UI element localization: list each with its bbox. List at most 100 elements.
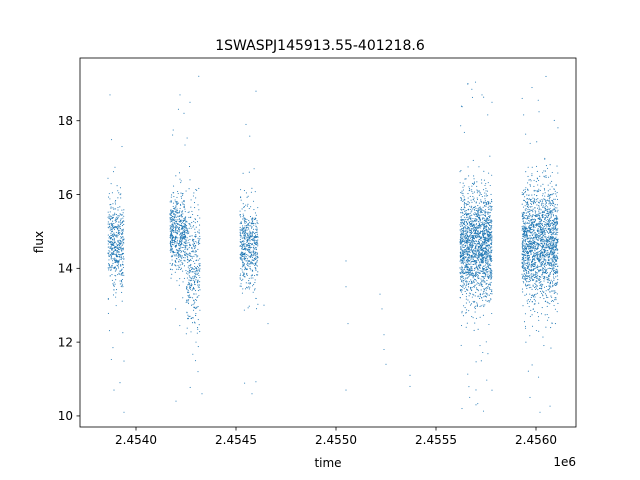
data-point	[183, 236, 185, 238]
data-point	[459, 171, 461, 173]
data-point	[119, 232, 121, 234]
data-point	[475, 273, 477, 275]
data-point	[484, 192, 486, 194]
data-point	[482, 248, 485, 250]
data-point	[475, 272, 477, 274]
data-point	[116, 227, 118, 229]
data-point	[537, 227, 539, 229]
data-point	[460, 242, 463, 244]
data-point	[552, 255, 554, 257]
data-point	[461, 222, 463, 224]
data-point	[115, 246, 117, 248]
data-point	[256, 222, 258, 224]
data-point	[120, 193, 122, 195]
data-point	[479, 220, 481, 222]
data-point	[488, 252, 491, 254]
data-point	[251, 246, 253, 248]
data-point	[556, 269, 558, 271]
data-point	[254, 191, 256, 193]
data-point	[117, 252, 119, 254]
data-point	[470, 215, 472, 217]
data-point	[467, 246, 469, 248]
data-point	[528, 211, 530, 213]
data-point	[557, 218, 559, 220]
data-point	[256, 274, 258, 276]
data-point	[521, 243, 523, 245]
data-point	[197, 248, 199, 250]
data-point	[121, 268, 123, 270]
data-point	[256, 259, 258, 261]
data-point	[525, 237, 527, 239]
data-point	[118, 215, 120, 217]
data-point	[245, 256, 247, 258]
data-point	[477, 403, 479, 405]
data-point	[120, 241, 122, 243]
data-point	[257, 236, 259, 238]
data-point	[486, 240, 488, 242]
data-point	[483, 260, 485, 262]
data-point	[115, 200, 117, 202]
data-point	[199, 235, 201, 237]
data-point	[242, 255, 244, 257]
data-point	[484, 264, 487, 266]
data-point	[476, 303, 478, 305]
data-point	[253, 255, 255, 257]
data-point	[542, 267, 544, 269]
data-point	[463, 229, 465, 231]
data-point	[539, 262, 541, 264]
data-point	[183, 236, 185, 238]
data-point	[173, 185, 175, 187]
data-point	[179, 278, 181, 280]
data-point	[170, 219, 172, 221]
data-point	[534, 224, 536, 226]
data-point	[477, 289, 479, 291]
data-point	[240, 268, 242, 270]
data-point	[483, 253, 485, 255]
data-point	[193, 276, 195, 278]
data-point	[108, 193, 110, 195]
data-point	[524, 229, 526, 231]
data-point	[486, 287, 488, 289]
data-point	[181, 244, 183, 246]
data-point	[479, 283, 481, 285]
data-point	[549, 205, 551, 207]
data-point	[471, 222, 473, 224]
data-point	[535, 190, 537, 192]
data-point	[533, 214, 535, 217]
data-point	[549, 175, 552, 177]
data-point	[463, 258, 466, 260]
data-point	[556, 234, 558, 236]
data-point	[464, 290, 466, 293]
data-point	[471, 249, 473, 252]
data-point	[465, 284, 467, 286]
data-point	[192, 249, 194, 251]
data-point	[177, 193, 179, 195]
data-point	[122, 248, 124, 250]
data-point	[246, 223, 248, 225]
data-point	[478, 236, 480, 238]
data-point	[111, 266, 113, 268]
data-point	[482, 299, 484, 301]
data-point	[481, 280, 483, 282]
data-point	[544, 195, 546, 197]
data-point	[123, 223, 125, 225]
data-point	[197, 306, 199, 308]
data-point	[532, 237, 534, 240]
data-point	[172, 241, 174, 243]
data-point	[543, 240, 545, 242]
data-point	[192, 260, 195, 262]
data-point	[121, 272, 123, 274]
data-point	[531, 173, 533, 175]
data-point	[461, 230, 463, 232]
data-point	[462, 186, 464, 188]
data-point	[462, 232, 464, 234]
data-point	[182, 297, 184, 299]
data-point	[254, 218, 256, 221]
data-point	[242, 216, 244, 218]
data-point	[250, 261, 253, 263]
data-point	[490, 238, 492, 240]
data-point	[465, 213, 467, 215]
data-point	[481, 260, 483, 262]
data-point	[471, 271, 473, 273]
data-point	[545, 256, 547, 258]
